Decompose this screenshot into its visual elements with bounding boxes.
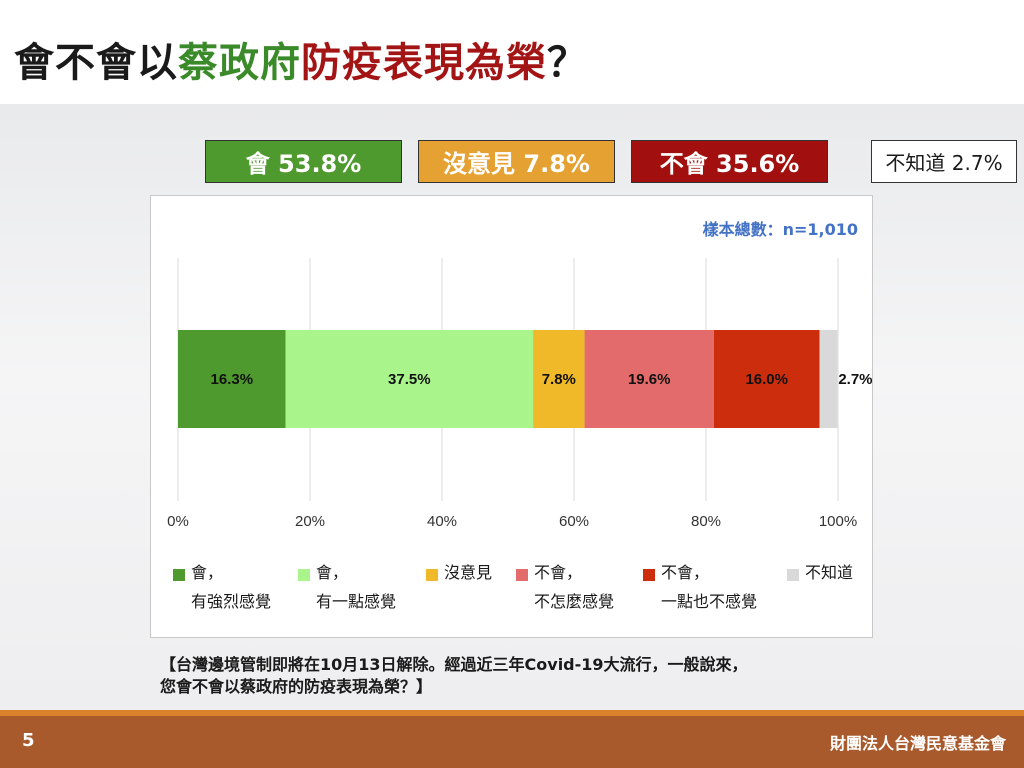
- legend-label: 會， 有強烈感覺: [191, 558, 271, 616]
- footer-stripe: [0, 710, 1024, 716]
- legend-swatch: [787, 569, 799, 581]
- data-label: 7.8%: [542, 371, 576, 388]
- legend-label-line: 不怎麼感覺: [534, 592, 615, 611]
- organization-name: 財團法人台灣民意基金會: [829, 734, 1006, 753]
- legend-swatch: [173, 569, 185, 581]
- page-number: 5: [22, 730, 35, 751]
- data-label: 37.5%: [388, 371, 431, 388]
- footer-bar: 5 財團法人台灣民意基金會: [0, 716, 1024, 768]
- legend-label-line: 沒意見: [444, 563, 493, 582]
- legend-label: 不知道: [805, 558, 853, 587]
- legend-swatch: [516, 569, 528, 581]
- legend-label-line: 一點也不感覺: [661, 592, 758, 611]
- bar-segment: [285, 330, 534, 428]
- bar-segment: [178, 330, 286, 428]
- legend-label-line: 有一點感覺: [316, 592, 397, 611]
- bar-segment: [713, 330, 820, 428]
- summary-neutral-box: 沒意見 7.8%: [418, 140, 615, 183]
- legend-label-line: 會，: [316, 563, 349, 582]
- legend-label-line: 不知道: [805, 563, 854, 582]
- legend-label-line: 有強烈感覺: [191, 592, 272, 611]
- title-part-4: ？: [547, 40, 588, 86]
- legend-swatch: [298, 569, 310, 581]
- legend-item: 會， 有強烈感覺: [173, 563, 271, 616]
- title-part-2: 蔡政府: [178, 40, 301, 86]
- data-label: 16.3%: [211, 371, 254, 388]
- legend-label-line: 不會，: [661, 563, 710, 582]
- legend-item: 不會， 一點也不感覺: [643, 563, 757, 616]
- data-label: 19.6%: [628, 371, 671, 388]
- x-tick-label: 60%: [559, 513, 589, 530]
- summary-no-box: 不會 35.6%: [631, 140, 828, 183]
- summary-dont-know-box: 不知道 2.7%: [871, 140, 1017, 183]
- chart-panel: 樣本總數：n=1,010 0% 20% 40% 60% 80% 100% 16.3% 37.5…: [150, 195, 873, 638]
- page-title: 會不會以蔡政府防疫表現為榮？: [14, 30, 588, 88]
- bar-segment: [533, 330, 585, 428]
- legend-swatch: [643, 569, 655, 581]
- legend-label-line: 不會，: [534, 563, 583, 582]
- legend-item: 不會， 不怎麼感覺: [516, 563, 614, 616]
- legend-item: 會， 有一點感覺: [298, 563, 396, 616]
- summary-yes-box: 會 53.8%: [205, 140, 402, 183]
- legend-item: 不知道: [787, 563, 853, 587]
- sample-size-label: 樣本總數：n=1,010: [702, 220, 858, 239]
- title-bar: 會不會以蔡政府防疫表現為榮？: [0, 0, 1024, 104]
- x-tick-label: 100%: [819, 513, 857, 530]
- x-tick-label: 80%: [691, 513, 721, 530]
- data-label: 2.7%: [838, 371, 872, 388]
- stacked-bar-chart: 0% 20% 40% 60% 80% 100% 16.3% 37.5% 7.8% 19.6% 16.…: [167, 258, 872, 530]
- legend-label: 不會， 一點也不感覺: [661, 558, 757, 616]
- legend-label: 會， 有一點感覺: [316, 558, 396, 616]
- data-label: 16.0%: [745, 371, 788, 388]
- legend-label: 不會， 不怎麼感覺: [534, 558, 614, 616]
- bar-segment: [584, 330, 714, 428]
- title-part-1: 會不會以: [14, 40, 178, 86]
- title-part-3: 防疫表現為榮: [301, 40, 547, 86]
- legend-label: 沒意見: [444, 558, 492, 587]
- x-tick-label: 20%: [295, 513, 325, 530]
- legend-label-line: 會，: [191, 563, 224, 582]
- legend-swatch: [426, 569, 438, 581]
- bar-segment: [819, 330, 838, 428]
- x-tick-label: 40%: [427, 513, 457, 530]
- survey-question: 【台灣邊境管制即將在10月13日解除。經過近三年Covid-19大流行，一般說來…: [160, 654, 748, 698]
- x-tick-label: 0%: [167, 513, 189, 530]
- question-line-2: 您會不會以蔡政府的防疫表現為榮？】: [160, 677, 433, 696]
- legend-item: 沒意見: [426, 563, 492, 587]
- question-line-1: 【台灣邊境管制即將在10月13日解除。經過近三年Covid-19大流行，一般說來…: [160, 655, 748, 674]
